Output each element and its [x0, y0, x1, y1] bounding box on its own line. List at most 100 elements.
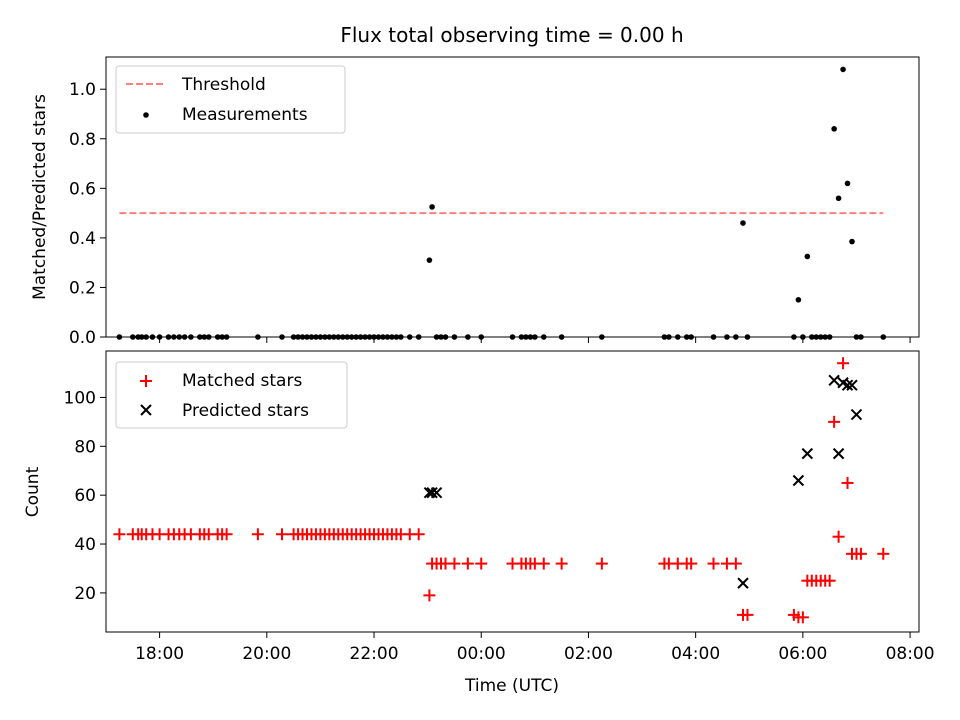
counts-y-tick-label: 60 [74, 486, 96, 506]
counts-y-ticks: 20 40 60 80 100 [64, 388, 106, 604]
measurements-y-tick-label: 0.4 [69, 229, 96, 249]
measurements-y-tick-label: 1.0 [69, 80, 96, 100]
measurement-point [304, 334, 310, 340]
measurement-point [223, 334, 230, 340]
measurement-point [357, 334, 364, 340]
measurement-point [666, 334, 672, 340]
predicted-star-point [841, 379, 854, 391]
measurements-legend-box [115, 65, 346, 134]
matched-star-point [251, 528, 264, 541]
measurement-point [733, 334, 739, 340]
counts-x-axis-label: Time (UTC) [464, 676, 559, 696]
measurement-point [171, 334, 177, 340]
measurement-point [835, 195, 842, 202]
matched-star-point [729, 557, 742, 570]
measurement-point [527, 334, 534, 340]
x-tick-label: 00:00 [457, 644, 506, 664]
measurement-point [849, 238, 855, 245]
matched-star-point [595, 557, 608, 570]
measurement-point [795, 297, 802, 303]
measurement-point [406, 334, 413, 340]
measurement-point [116, 334, 123, 340]
measurement-point [442, 334, 449, 340]
matched-star-point [461, 557, 474, 570]
counts-y-tick-label: 80 [74, 437, 96, 457]
x-tick-label: 20:00 [242, 644, 291, 664]
measurement-point [791, 334, 797, 340]
measurement-point [523, 334, 529, 340]
matched-star-point [448, 557, 461, 570]
measurement-point [375, 334, 382, 340]
measurement-point [740, 220, 746, 226]
measurement-point [331, 334, 337, 340]
measurements-y-tick-label: 0.0 [69, 328, 96, 348]
measurement-point [380, 334, 386, 340]
measurement-point [826, 334, 833, 340]
measurements-y-axis-label: Matched/Predicted stars [30, 94, 50, 300]
legend-threshold-label: Threshold [181, 75, 266, 95]
counts-plot-area [105, 350, 920, 633]
measurements-y-tick-label: 0.8 [69, 130, 96, 150]
measurement-point [308, 334, 315, 340]
matched-star-point [113, 528, 126, 541]
measurement-point [822, 334, 828, 340]
x-tick-label: 18:00 [135, 644, 184, 664]
measurement-point [384, 334, 391, 340]
measurement-point [219, 334, 225, 340]
measurement-point [322, 334, 328, 340]
measurement-point [831, 126, 837, 132]
measurements-marks [116, 66, 887, 340]
measurement-point [558, 334, 565, 340]
measurement-point [290, 334, 297, 340]
measurement-point [339, 334, 346, 340]
counts-y-tick-label: 40 [74, 535, 96, 555]
measurement-point [724, 334, 730, 340]
x-tick-label: 22:00 [350, 644, 399, 664]
matched-star-point [837, 357, 850, 370]
measurement-point [138, 334, 145, 340]
measurement-point [214, 334, 221, 340]
predicted-star-point [801, 447, 814, 460]
counts-panel: 20 40 60 80 100 18:00 20:00 22:00 00:00 02:00 04:… [23, 350, 935, 696]
matched-star-point [707, 557, 720, 570]
measurement-point [661, 334, 668, 340]
measurement-point [181, 334, 188, 340]
measurement-point [817, 334, 824, 340]
measurement-point [201, 334, 208, 340]
predicted-star-point [832, 447, 845, 460]
legend-measurements-swatch [143, 112, 149, 118]
measurement-point [433, 334, 440, 340]
matched-star-point [877, 547, 890, 560]
measurement-point [205, 334, 212, 340]
predicted-star-point [426, 487, 438, 499]
matched-star-point [741, 608, 754, 621]
measurement-point [279, 334, 285, 340]
measurement-point [362, 334, 368, 340]
predicted-star-point [737, 577, 749, 589]
matched-star-point [823, 574, 836, 587]
measurement-point [688, 334, 694, 340]
measurement-point [335, 334, 342, 340]
predicted-star-point [792, 474, 805, 487]
measurements-y-tick-label: 0.6 [69, 179, 96, 199]
measurement-point [255, 334, 261, 340]
legend-predicted-swatch [140, 404, 152, 416]
measurement-point [176, 334, 183, 340]
legend-predicted-label: Predicted stars [182, 401, 309, 421]
measurement-point [710, 334, 717, 340]
measurement-point [130, 334, 136, 340]
measurement-point [438, 334, 444, 340]
legend-matched-swatch [140, 375, 152, 387]
x-tick-label: 08:00 [886, 644, 935, 664]
x-tick-label: 02:00 [564, 644, 613, 664]
predicted-star-point [846, 379, 858, 391]
measurement-point [509, 334, 516, 340]
matched-star-point [685, 557, 698, 570]
counts-marks [113, 357, 890, 624]
matched-star-point [828, 415, 841, 428]
measurement-point [149, 334, 156, 340]
measurement-point [317, 334, 324, 340]
matched-star-point [796, 611, 809, 624]
measurement-point [540, 334, 547, 340]
matched-star-point [854, 547, 867, 560]
